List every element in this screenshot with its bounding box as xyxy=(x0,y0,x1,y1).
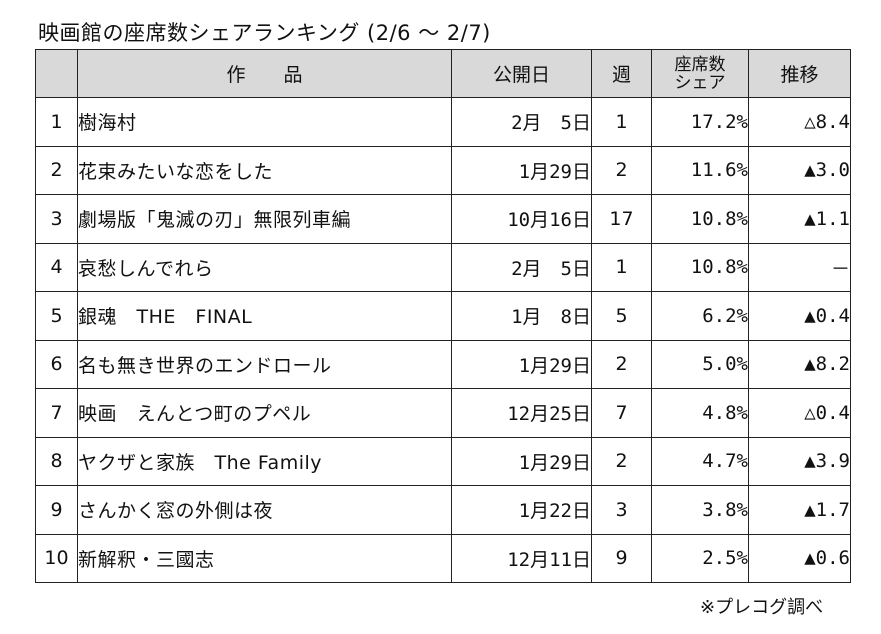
week-count-cell: 2 xyxy=(591,436,652,486)
work-title-cell: ヤクザと家族 The Family xyxy=(77,436,452,486)
table-row: 3 劇場版「鬼滅の刃」無限列車編 10月16日 17 10.8% ▲1.1 xyxy=(35,194,851,244)
seat-share-cell: 10.8% xyxy=(651,242,749,292)
seat-share-cell: 5.0% xyxy=(651,339,749,389)
work-title-cell: 樹海村 xyxy=(77,97,452,147)
table-row: 7 映画 えんとつ町のプペル 12月25日 7 4.8% △0.4 xyxy=(35,388,851,438)
work-title-cell: 哀愁しんでれら xyxy=(77,242,452,292)
table-row: 10 新解釈・三國志 12月11日 9 2.5% ▲0.6 xyxy=(35,533,851,583)
trend-cell: ▲3.0 xyxy=(748,145,851,195)
work-title-cell: 映画 えんとつ町のプペル xyxy=(77,388,452,438)
trend-cell: ▲3.9 xyxy=(748,436,851,486)
release-date-cell: 1月29日 xyxy=(451,339,592,389)
trend-cell: △8.4 xyxy=(748,97,851,147)
week-count-cell: 3 xyxy=(591,485,652,535)
trend-column-header: 推移 xyxy=(748,49,851,98)
work-column-header: 作 品 xyxy=(77,49,452,98)
work-title-cell: 新解釈・三國志 xyxy=(77,533,452,583)
week-count-cell: 7 xyxy=(591,388,652,438)
seat-share-cell: 11.6% xyxy=(651,145,749,195)
trend-cell: △0.4 xyxy=(748,388,851,438)
week-count-cell: 1 xyxy=(591,242,652,292)
week-count-cell: 9 xyxy=(591,533,652,583)
share-header-text: 座席数 シェア xyxy=(674,54,726,93)
rank-cell: 9 xyxy=(35,485,78,535)
rank-cell: 5 xyxy=(35,291,78,341)
table-row: 8 ヤクザと家族 The Family 1月29日 2 4.7% ▲3.9 xyxy=(35,436,851,486)
work-title-cell: 劇場版「鬼滅の刃」無限列車編 xyxy=(77,194,452,244)
release-date-cell: 1月 8日 xyxy=(451,291,592,341)
week-count-cell: 2 xyxy=(591,145,652,195)
week-count-cell: 1 xyxy=(591,97,652,147)
trend-cell: ▲1.1 xyxy=(748,194,851,244)
trend-cell: ▲0.6 xyxy=(748,533,851,583)
release-date-cell: 1月29日 xyxy=(451,145,592,195)
rank-cell: 8 xyxy=(35,436,78,486)
week-column-header: 週 xyxy=(591,49,652,98)
source-note: ※プレコグ調べ xyxy=(700,597,824,618)
table-row: 5 銀魂 THE FINAL 1月 8日 5 6.2% ▲0.4 xyxy=(35,291,851,341)
seat-share-cell: 6.2% xyxy=(651,291,749,341)
rank-cell: 6 xyxy=(35,339,78,389)
rank-cell: 1 xyxy=(35,97,78,147)
rank-cell: 2 xyxy=(35,145,78,195)
rank-cell: 10 xyxy=(35,533,78,583)
seat-share-cell: 4.7% xyxy=(651,436,749,486)
page-title: 映画館の座席数シェアランキング (2/6 ～ 2/7) xyxy=(38,21,491,45)
trend-cell: ▲0.4 xyxy=(748,291,851,341)
table-row: 4 哀愁しんでれら 2月 5日 1 10.8% － xyxy=(35,242,851,292)
work-title-cell: 銀魂 THE FINAL xyxy=(77,291,452,341)
seat-share-cell: 17.2% xyxy=(651,97,749,147)
trend-cell: ▲1.7 xyxy=(748,485,851,535)
table-row: 9 さんかく窓の外側は夜 1月22日 3 3.8% ▲1.7 xyxy=(35,485,851,535)
table-row: 6 名も無き世界のエンドロール 1月29日 2 5.0% ▲8.2 xyxy=(35,339,851,389)
week-count-cell: 2 xyxy=(591,339,652,389)
table-row: 2 花束みたいな恋をした 1月29日 2 11.6% ▲3.0 xyxy=(35,145,851,195)
table-row: 1 樹海村 2月 5日 1 17.2% △8.4 xyxy=(35,97,851,147)
rank-cell: 3 xyxy=(35,194,78,244)
week-count-cell: 5 xyxy=(591,291,652,341)
release-date-cell: 2月 5日 xyxy=(451,97,592,147)
release-date-cell: 10月16日 xyxy=(451,194,592,244)
release-date-cell: 1月29日 xyxy=(451,436,592,486)
release-date-cell: 12月11日 xyxy=(451,533,592,583)
trend-cell: ▲8.2 xyxy=(748,339,851,389)
share-column-header: 座席数 シェア xyxy=(651,49,749,98)
release-date-cell: 1月22日 xyxy=(451,485,592,535)
work-title-cell: 花束みたいな恋をした xyxy=(77,145,452,195)
trend-cell: － xyxy=(748,242,851,292)
table-header-row: 作 品 公開日 週 座席数 シェア 推移 xyxy=(35,49,851,98)
ranking-table: 作 品 公開日 週 座席数 シェア 推移 1 樹海村 2月 5日 1 17.2% △8.4… xyxy=(35,49,851,583)
release-date-cell: 2月 5日 xyxy=(451,242,592,292)
rank-cell: 7 xyxy=(35,388,78,438)
rank-column-header xyxy=(35,49,78,98)
release-date-cell: 12月25日 xyxy=(451,388,592,438)
seat-share-cell: 10.8% xyxy=(651,194,749,244)
work-title-cell: 名も無き世界のエンドロール xyxy=(77,339,452,389)
release-column-header: 公開日 xyxy=(451,49,592,98)
seat-share-cell: 2.5% xyxy=(651,533,749,583)
seat-share-cell: 3.8% xyxy=(651,485,749,535)
seat-share-cell: 4.8% xyxy=(651,388,749,438)
week-count-cell: 17 xyxy=(591,194,652,244)
work-title-cell: さんかく窓の外側は夜 xyxy=(77,485,452,535)
rank-cell: 4 xyxy=(35,242,78,292)
